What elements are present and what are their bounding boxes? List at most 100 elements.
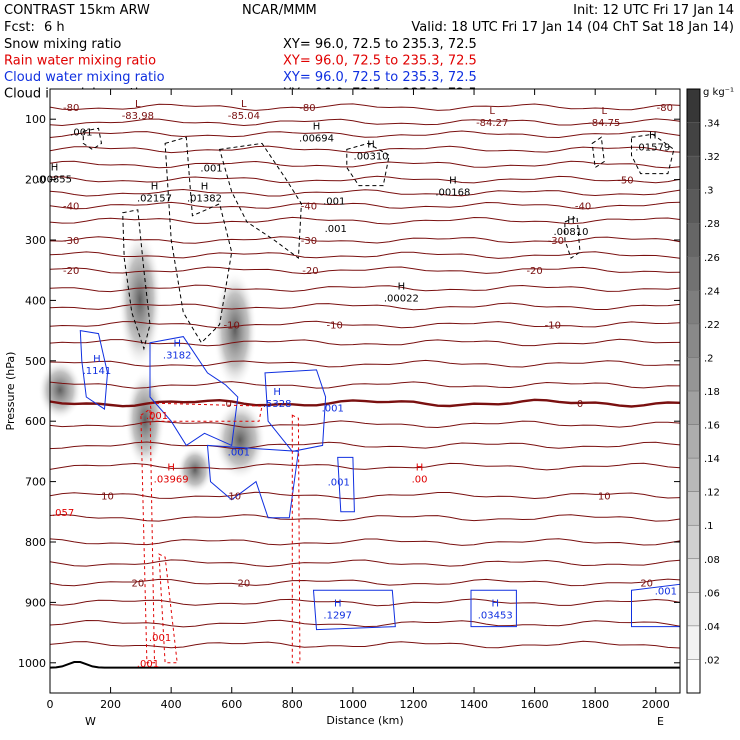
extremum-marker: H [167, 463, 175, 474]
west-label: W [85, 715, 96, 728]
x-tick-label: 800 [282, 698, 303, 711]
extremum-marker: H [449, 176, 457, 187]
y-tick-label: 300 [25, 234, 46, 247]
isotherm [49, 251, 681, 259]
colorbar-tick-label: .2 [704, 353, 714, 364]
colorbar-swatch [687, 189, 700, 224]
y-tick-label: 600 [25, 415, 46, 428]
isotherm-label: 0 [226, 399, 232, 410]
extremum-value: .5328 [263, 399, 292, 410]
colorbar-tick-label: .34 [704, 119, 720, 130]
isotherm-label: -80 [657, 103, 673, 114]
isotherm [49, 538, 681, 546]
x-tick-label: 400 [161, 698, 182, 711]
isotherm-label: -20 [63, 266, 79, 277]
colorbar-swatch [687, 323, 700, 358]
east-label: E [657, 715, 664, 728]
extremum-value: .03969 [154, 475, 189, 486]
isotherm [49, 578, 681, 587]
colorbar-tick-label: .1 [704, 521, 714, 532]
cloud-water-contour [337, 456, 355, 513]
field-name: Rain water mixing ratio [4, 54, 156, 69]
snow-contour [591, 136, 605, 169]
snow-shade [213, 270, 257, 390]
colorbar-tick-label: .32 [704, 152, 720, 163]
cloud-water-contour [206, 444, 299, 519]
plot-frame [49, 88, 681, 694]
isotherm [49, 103, 681, 111]
forecast-hours: 6 h [44, 20, 65, 35]
isotherm [49, 640, 681, 649]
colorbar-swatch [687, 491, 700, 526]
x-tick-label: 1800 [581, 698, 609, 711]
isotherm [49, 598, 681, 607]
y-axis-label: Pressure (hPa) [4, 352, 17, 431]
isotherm-label: -80 [63, 103, 79, 114]
isotherm-label: -80 [299, 103, 315, 114]
isotherm [49, 381, 681, 389]
extremum-value: .00810 [553, 227, 588, 238]
colorbar-tick-label: .3 [704, 186, 714, 197]
colorbar-swatch [687, 156, 700, 190]
field-xy: XY= 96.0, 72.5 to 235.3, 72.5 [283, 70, 477, 85]
isotherm [49, 513, 681, 522]
extremum-marker: H [173, 339, 181, 350]
extremum-value: .00168 [435, 188, 470, 199]
isotherm [49, 175, 681, 184]
x-axis-label: Distance (km) [326, 714, 403, 727]
isotherm-label: 10 [598, 491, 611, 502]
isotherm-label: -30 [301, 236, 317, 247]
isotherm-label: 0 [577, 399, 583, 410]
y-tick-label: 200 [25, 174, 46, 187]
colorbar-swatch [687, 558, 700, 593]
extremum-value: -84.27 [476, 118, 508, 129]
extremum-marker: L [135, 99, 141, 110]
contour-value: .001 [70, 127, 92, 138]
y-tick-label: 400 [25, 294, 46, 307]
colorbar-swatch [687, 391, 700, 425]
isotherm-label: 20 [131, 578, 144, 589]
isotherm [49, 338, 681, 347]
colorbar-swatch [687, 625, 700, 660]
contour-value: .001 [323, 197, 345, 208]
isotherm-label: -10 [224, 321, 240, 332]
extremum-marker: L [601, 106, 607, 117]
colorbar-tick-label: .02 [704, 655, 720, 666]
colorbar-tick-label: .08 [704, 555, 720, 566]
isotherm [49, 284, 681, 293]
isotherm [49, 441, 681, 450]
isotherm-label: -10 [327, 321, 343, 332]
isotherm-label: 10 [228, 491, 241, 502]
colorbar-tick-label: .24 [704, 286, 720, 297]
x-tick-label: 200 [100, 698, 121, 711]
colorbar-swatch [687, 659, 700, 693]
center-title: NCAR/MMM [242, 3, 317, 18]
extremum-marker: H [367, 139, 375, 150]
contour-value: .001 [322, 403, 344, 414]
colorbar-swatch [687, 592, 700, 626]
field-name: Snow mixing ratio [4, 37, 121, 52]
cloud-water-contour [264, 369, 327, 452]
colorbar-unit: g kg⁻¹ [703, 87, 734, 98]
x-tick-label: 1000 [339, 698, 367, 711]
colorbar-swatch [687, 89, 700, 123]
colorbar-tick-label: .04 [704, 622, 720, 633]
colorbar-swatch [687, 424, 700, 459]
isotherm [49, 320, 681, 329]
isotherm [49, 216, 681, 225]
isotherm [49, 145, 681, 154]
cloud-water-contour [79, 330, 109, 410]
colorbar-tick-label: .14 [704, 454, 720, 465]
colorbar-swatch [687, 458, 700, 492]
colorbar-tick-label: .22 [704, 320, 720, 331]
extremum-marker: H [398, 281, 406, 292]
extremum-marker: H [416, 463, 424, 474]
terrain-line [49, 661, 680, 669]
contour-value: .001 [200, 164, 222, 175]
extremum-value: .00694 [299, 133, 334, 144]
isotherm-label: -30 [63, 236, 79, 247]
extremum-value: .00310 [354, 151, 389, 162]
extremum-marker: H [151, 182, 159, 193]
plot-area: -80 -80 -80 -50 -40 -40 -40 -30 -30 -30 -20 -20 -20 -… [18, 88, 681, 711]
